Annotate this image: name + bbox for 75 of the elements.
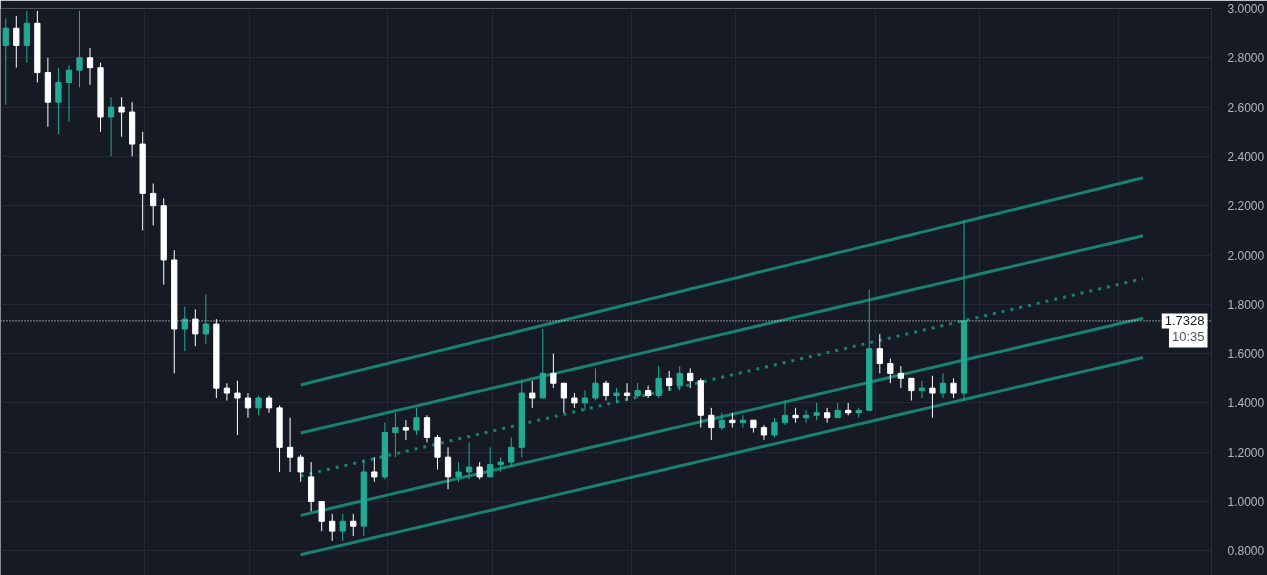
y-tick-label: 1.2000 [1227, 445, 1265, 460]
y-tick-label: 3.0000 [1227, 2, 1265, 16]
candlestick [950, 377, 957, 399]
candlestick [76, 10, 83, 88]
candlestick [2, 17, 9, 106]
candlestick [329, 513, 336, 542]
candlestick [13, 15, 20, 69]
candlestick [234, 380, 241, 436]
ref-line-label: 1.7328 [1164, 313, 1205, 329]
candlestick [255, 395, 262, 416]
candlestick [55, 67, 62, 135]
candlestick [581, 390, 589, 411]
candlestick [150, 183, 157, 226]
candlestick [529, 380, 536, 409]
candlestick [65, 64, 73, 123]
candlestick [413, 407, 420, 436]
candlestick [181, 306, 188, 352]
candlestick [508, 436, 515, 468]
y-tick-label: 1.4000 [1227, 396, 1265, 411]
candlestick [202, 293, 209, 345]
candlestick [824, 407, 831, 424]
candlestick [23, 10, 30, 64]
line-series [299, 234, 1145, 435]
candlestick [487, 446, 494, 478]
line-series [299, 356, 1145, 557]
candlestick [666, 370, 673, 392]
candlestick [560, 382, 568, 414]
candlestick [602, 380, 610, 401]
candlestick [918, 380, 926, 399]
candlestick [687, 367, 694, 389]
candlestick [350, 513, 357, 537]
candlestick [781, 399, 789, 426]
candlestick [550, 353, 557, 389]
candlestick [644, 385, 652, 399]
candlestick [887, 358, 894, 384]
y-tick-label: 2.6000 [1227, 100, 1265, 115]
candlestick [676, 365, 683, 392]
candlestick [244, 392, 252, 419]
candlestick [876, 333, 883, 374]
candlestick [339, 513, 346, 542]
candlestick [465, 441, 473, 480]
candlestick [423, 414, 431, 443]
y-tick-label: 2.4000 [1227, 149, 1265, 164]
line-series [299, 277, 1145, 478]
y-tick-label: 1.6000 [1227, 347, 1265, 362]
candlestick [318, 501, 325, 532]
candlestick [623, 382, 631, 401]
candlestick [592, 367, 599, 401]
y-tick-label: 2.0000 [1227, 248, 1265, 263]
candlestick [771, 417, 778, 438]
y-tick-label: 1.0000 [1227, 495, 1265, 510]
candlestick [223, 382, 231, 401]
candlestick [939, 372, 947, 399]
candlestick [402, 419, 410, 441]
candlestick [286, 417, 294, 473]
y-tick-label: 0.8000 [1227, 544, 1265, 559]
candlestick [86, 47, 94, 86]
candlestick [455, 461, 462, 483]
candlestick [118, 96, 125, 138]
candlestick [929, 375, 936, 419]
y-tick-label: 1.8000 [1227, 297, 1265, 312]
candlestick [371, 456, 378, 483]
candlestick [655, 365, 662, 399]
y-tick-label: 2.2000 [1227, 199, 1265, 214]
candlestick [392, 412, 399, 458]
y-tick-label: 2.8000 [1227, 51, 1265, 66]
candlestick [297, 454, 304, 483]
candlestick [708, 407, 715, 441]
line-series [299, 176, 1145, 387]
candlestick [897, 365, 904, 389]
candlestick [434, 434, 441, 470]
candlestick [444, 446, 452, 490]
candlestick [908, 377, 915, 401]
candlestick [107, 96, 115, 157]
annotation: 10:35 [1171, 329, 1205, 345]
